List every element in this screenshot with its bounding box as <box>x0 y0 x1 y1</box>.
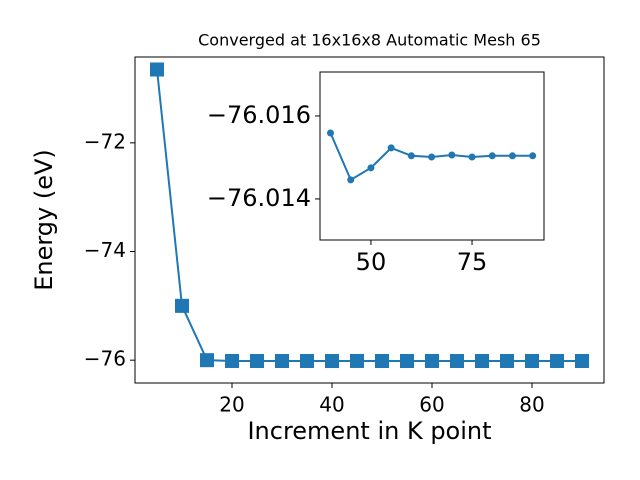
marker <box>500 353 514 368</box>
x-axis-label: Increment in K point <box>247 417 491 445</box>
marker <box>367 164 375 172</box>
marker <box>347 176 355 184</box>
marker <box>400 354 414 369</box>
marker <box>200 353 214 368</box>
y-tick-label: −72 <box>84 129 126 153</box>
marker <box>488 152 496 160</box>
marker <box>300 353 314 368</box>
marker <box>428 153 436 161</box>
marker <box>275 353 289 368</box>
y-axis-label: Energy (eV) <box>30 149 58 291</box>
marker <box>425 353 439 368</box>
marker <box>325 354 339 369</box>
marker <box>475 354 489 369</box>
marker <box>350 353 364 368</box>
marker <box>250 353 264 368</box>
marker <box>550 353 564 368</box>
marker <box>175 298 189 313</box>
x-tick-label: 80 <box>519 393 544 417</box>
x-tick-label: 60 <box>419 393 444 417</box>
marker <box>508 152 516 160</box>
marker <box>387 144 395 152</box>
x-tick-label: 40 <box>319 393 344 417</box>
marker <box>375 353 389 368</box>
marker <box>575 353 589 368</box>
x-tick-label: 50 <box>356 248 387 276</box>
marker <box>150 62 164 77</box>
y-tick-label: −76.016 <box>207 101 311 129</box>
marker <box>225 353 239 368</box>
x-tick-label: 75 <box>457 248 488 276</box>
marker <box>468 153 476 161</box>
marker <box>525 353 539 368</box>
chart-title: Converged at 16x16x8 Automatic Mesh 65 <box>198 31 541 50</box>
marker <box>450 353 464 368</box>
marker <box>407 152 415 160</box>
x-tick-label: 20 <box>219 393 244 417</box>
marker <box>448 151 456 159</box>
y-tick-label: −74 <box>84 238 126 262</box>
marker <box>529 152 537 160</box>
marker <box>327 129 335 137</box>
y-tick-label: −76.014 <box>207 184 311 212</box>
y-tick-label: −76 <box>84 347 126 371</box>
